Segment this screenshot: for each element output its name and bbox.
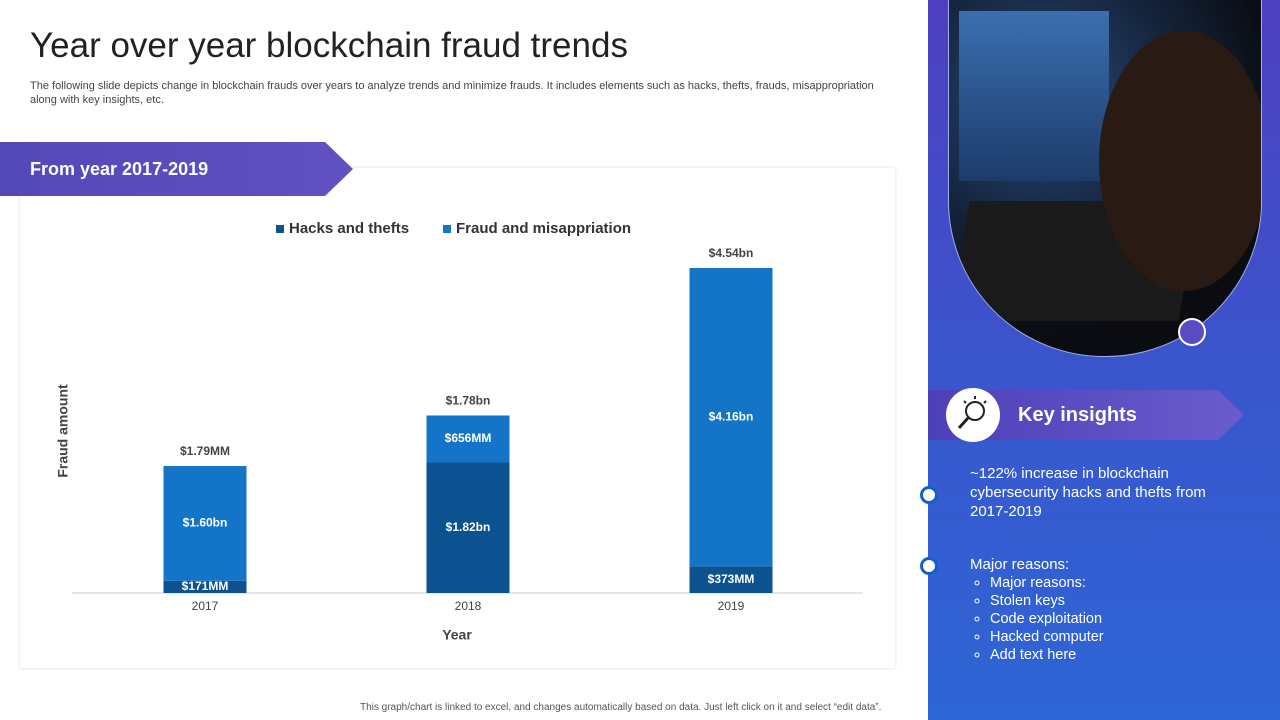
value-label: $656MM — [445, 431, 492, 445]
legend-label: Fraud and misappriation — [456, 220, 631, 237]
title: Year over year blockchain fraud trends — [30, 26, 628, 65]
value-label: $1.82bn — [446, 520, 491, 534]
reason: Hacked computer — [990, 628, 1240, 646]
legend-swatch — [276, 225, 284, 233]
total-label: $1.78bn — [446, 394, 491, 408]
legend-swatch — [443, 225, 451, 233]
bar-segment — [689, 566, 773, 593]
icon — [957, 396, 987, 430]
insight-text: ~122% increase in blockchain cybersecuri… — [970, 465, 1206, 520]
banner: From year 2017-2019 — [0, 142, 353, 196]
bar-segment — [689, 268, 773, 567]
value-label: $4.16bn — [709, 409, 754, 423]
total-label: $1.79MM — [180, 444, 230, 458]
bar-segment — [426, 462, 510, 593]
reason: Code exploitation — [990, 610, 1240, 628]
reason: Stolen keys — [990, 592, 1240, 610]
reasons-list: Major reasons:Stolen keysCode exploitati… — [970, 574, 1240, 664]
screen — [959, 11, 1109, 181]
bullet-dot — [920, 557, 938, 575]
reason: Add text here — [990, 646, 1240, 664]
x-tick-label: 2019 — [718, 599, 745, 613]
chart-card: Fraud amount Year $171MM $1.60bn $1.79MM 2017… — [20, 168, 895, 668]
value-label: $1.60bn — [183, 516, 228, 530]
chart: Fraud amount Year $171MM $1.60bn $1.79MM 2017… — [55, 220, 863, 643]
decor-dot — [1178, 318, 1206, 346]
insight-point: ~122% increase in blockchain cybersecuri… — [920, 464, 1240, 521]
bullet-dot — [920, 486, 938, 504]
y-axis-label: Fraud amount — [55, 384, 71, 478]
bar-segment — [163, 580, 247, 593]
value-label: $171MM — [182, 579, 229, 593]
side-panel: Key insights ~122% increase in blockchai… — [920, 0, 1280, 720]
footnote: This graph/chart is linked to excel, and… — [360, 702, 882, 713]
reason: Major reasons: — [990, 574, 1240, 592]
photo — [948, 0, 1262, 357]
x-tick-label: 2018 — [455, 599, 482, 613]
person — [1099, 31, 1261, 291]
legend-label: Hacks and thefts — [289, 220, 409, 237]
reasons: Major reasons: Major reasons:Stolen keys… — [920, 555, 1240, 664]
reasons-title: Major reasons: — [970, 556, 1070, 573]
bar-segment — [426, 415, 510, 463]
insight-icon — [946, 388, 1000, 442]
total-label: $4.54bn — [709, 246, 754, 260]
bar-segment — [163, 466, 247, 581]
x-axis-label: Year — [442, 627, 472, 643]
x-tick-label: 2017 — [192, 599, 219, 613]
subtitle: The following slide depicts change in bl… — [30, 80, 874, 106]
value-label: $373MM — [708, 572, 755, 586]
